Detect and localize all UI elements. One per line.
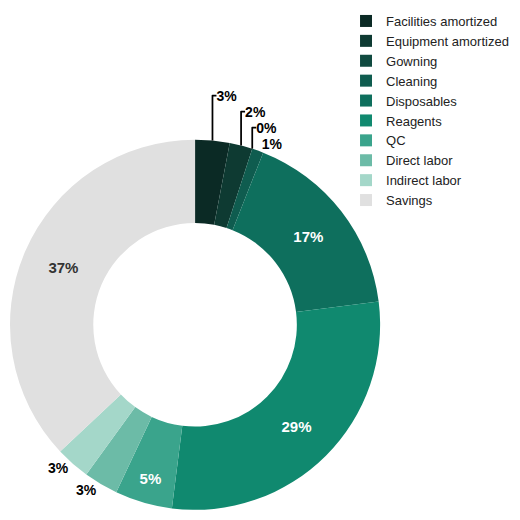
svg-text:3%: 3% (48, 460, 69, 476)
svg-text:29%: 29% (281, 418, 311, 435)
svg-text:QC: QC (386, 133, 406, 148)
svg-text:5%: 5% (140, 470, 162, 487)
svg-text:Facilities amortized: Facilities amortized (386, 14, 497, 29)
svg-text:Direct labor: Direct labor (386, 153, 453, 168)
svg-text:3%: 3% (216, 88, 237, 104)
svg-text:2%: 2% (245, 104, 266, 120)
svg-text:Disposables: Disposables (386, 94, 457, 109)
svg-text:Equipment amortized: Equipment amortized (386, 34, 509, 49)
svg-text:3%: 3% (76, 482, 97, 498)
svg-text:Savings: Savings (386, 193, 433, 208)
svg-text:17%: 17% (293, 228, 323, 245)
svg-text:1%: 1% (262, 136, 283, 152)
svg-text:Indirect labor: Indirect labor (386, 173, 462, 188)
svg-text:Cleaning: Cleaning (386, 74, 437, 89)
svg-text:Gowning: Gowning (386, 54, 437, 69)
svg-text:Reagents: Reagents (386, 114, 442, 129)
svg-text:0%: 0% (256, 120, 277, 136)
svg-text:37%: 37% (48, 259, 78, 276)
